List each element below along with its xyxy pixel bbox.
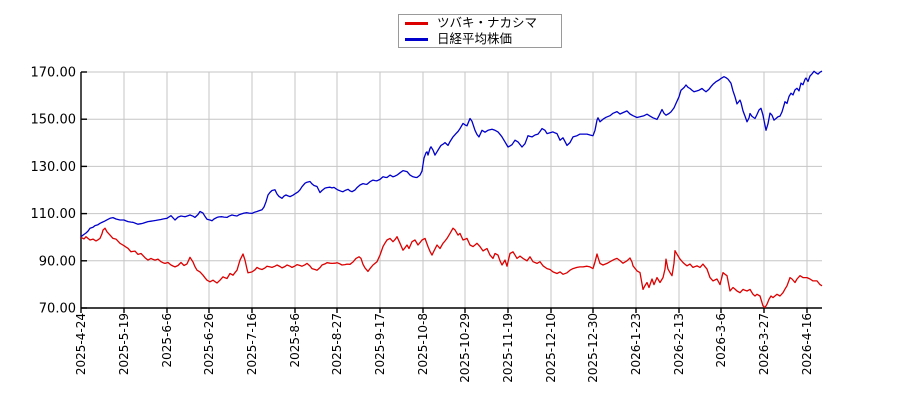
legend-item-nikkei: 日経平均株価: [405, 32, 555, 46]
x-tick-label: 2026-4-16: [800, 313, 814, 375]
x-tick-label: 2025-9-17: [373, 313, 387, 375]
x-tick-label: 2025-12-10: [544, 313, 558, 383]
x-tick-label: 2025-10-29: [458, 313, 472, 383]
x-tick-label: 2025-8-27: [330, 313, 344, 375]
legend-label: ツバキ・ナカシマ: [437, 15, 538, 30]
y-tick-label: 150.00: [31, 113, 77, 128]
y-tick-label: 70.00: [39, 302, 76, 317]
x-tick-label: 2026-3-27: [757, 313, 771, 375]
legend-item-tsubaki: ツバキ・ナカシマ: [405, 16, 555, 30]
y-tick-label: 130.00: [31, 160, 77, 175]
x-tick-label: 2025-6-26: [202, 313, 216, 375]
x-tick-label: 2025-10-8: [416, 313, 430, 375]
y-tick-label: 90.00: [39, 254, 76, 269]
series-line-tsubaki: [80, 227, 823, 309]
x-tick-label: 2026-1-23: [629, 313, 643, 375]
y-tick-label: 110.00: [31, 207, 77, 222]
legend: ツバキ・ナカシマ 日経平均株価: [398, 14, 562, 48]
blue-line-swatch-icon: [405, 37, 428, 41]
y-tick-label: 170.00: [31, 66, 77, 81]
x-tick-label: 2025-6-6: [160, 313, 174, 367]
x-tick-label: 2025-5-19: [117, 313, 131, 375]
legend-label: 日経平均株価: [437, 31, 513, 46]
x-tick-label: 2025-12-30: [586, 313, 600, 383]
x-tick-label: 2025-11-19: [501, 313, 515, 383]
x-tick-label: 2025-7-16: [245, 313, 259, 375]
series-line-nikkei: [80, 70, 823, 238]
red-line-swatch-icon: [405, 21, 428, 25]
x-tick-label: 2025-8-6: [288, 313, 302, 367]
x-tick-label: 2025-4-24: [74, 313, 88, 375]
x-tick-label: 2026-3-6: [714, 313, 728, 367]
x-tick-label: 2026-2-13: [672, 313, 686, 375]
